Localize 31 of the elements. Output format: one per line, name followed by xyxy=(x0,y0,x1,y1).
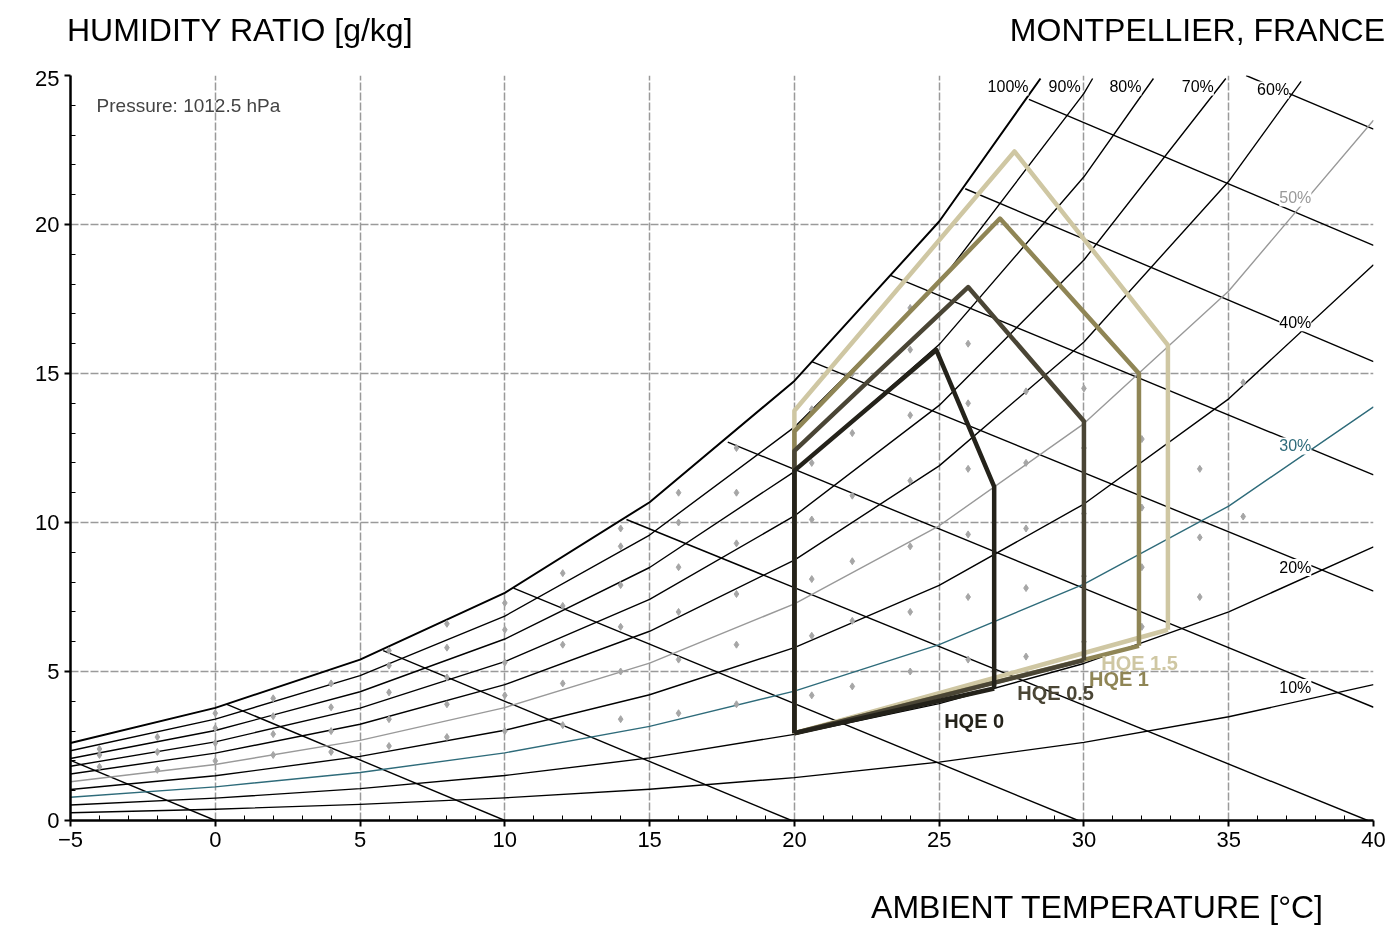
y-axis-title: HUMIDITY RATIO [g/kg] xyxy=(67,11,413,50)
x-tick-label: 35 xyxy=(1216,826,1241,852)
series-label: 50% xyxy=(1279,189,1312,207)
x-tick-label: −5 xyxy=(57,826,84,852)
series-label: 20% xyxy=(1279,559,1312,577)
series-label: 30% xyxy=(1279,437,1312,455)
y-tick-label: 20 xyxy=(35,212,60,237)
y-tick-label: 25 xyxy=(35,65,60,91)
x-tick-label: 0 xyxy=(209,826,222,852)
y-tick-label: 5 xyxy=(47,659,60,684)
series-label: 80% xyxy=(1109,78,1142,96)
x-tick-label: 20 xyxy=(782,826,807,852)
x-tick-label: 25 xyxy=(926,826,952,852)
annotation: Pressure: 1012.5 hPa xyxy=(96,94,281,116)
y-tick-label: 10 xyxy=(35,510,60,535)
x-tick-label: 5 xyxy=(353,826,367,852)
x-tick-label: 40 xyxy=(1361,826,1386,852)
x-axis-title: AMBIENT TEMPERATURE [°C] xyxy=(870,888,1323,927)
y-tick-label: 15 xyxy=(35,361,60,386)
series-label: 90% xyxy=(1048,78,1081,96)
series-label: 40% xyxy=(1279,314,1312,332)
series-label: 60% xyxy=(1257,81,1290,99)
x-tick-label: 15 xyxy=(637,826,662,852)
x-tick-label: 30 xyxy=(1071,826,1097,852)
x-tick-label: 10 xyxy=(492,826,518,852)
series-label: 100% xyxy=(987,78,1029,96)
series-label: 70% xyxy=(1181,78,1214,96)
series-label: 10% xyxy=(1279,678,1312,696)
series-label: HQE 0 xyxy=(944,710,1005,733)
y-tick-label: 0 xyxy=(47,808,60,833)
chart-title: MONTPELLIER, FRANCE xyxy=(1009,11,1385,50)
